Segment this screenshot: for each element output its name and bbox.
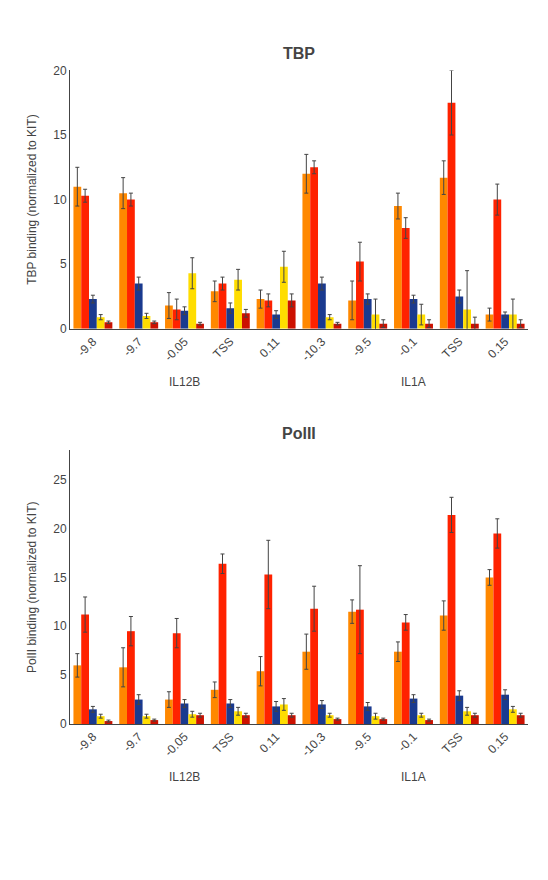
svg-text:PolII binding (normalized to K: PolII binding (normalized to KIT) bbox=[25, 501, 39, 672]
svg-text:20: 20 bbox=[53, 522, 67, 536]
svg-text:0: 0 bbox=[60, 322, 67, 336]
svg-text:5: 5 bbox=[60, 257, 67, 271]
svg-text:20: 20 bbox=[53, 64, 67, 78]
svg-text:TBP: TBP bbox=[283, 45, 315, 62]
svg-text:0.11: 0.11 bbox=[257, 334, 283, 360]
svg-text:-9.7: -9.7 bbox=[121, 730, 146, 755]
svg-text:25: 25 bbox=[53, 473, 67, 487]
svg-text:-9.8: -9.8 bbox=[75, 730, 100, 755]
svg-text:-9.5: -9.5 bbox=[350, 730, 375, 755]
svg-text:TSS: TSS bbox=[439, 730, 465, 756]
svg-text:15: 15 bbox=[53, 571, 67, 585]
svg-text:0.15: 0.15 bbox=[485, 334, 512, 361]
svg-text:PolII: PolII bbox=[282, 425, 316, 442]
svg-text:IL1A: IL1A bbox=[401, 375, 426, 389]
svg-text:-9.8: -9.8 bbox=[75, 334, 100, 359]
svg-text:5: 5 bbox=[60, 668, 67, 682]
svg-text:-9.7: -9.7 bbox=[121, 334, 146, 359]
svg-text:-10.3: -10.3 bbox=[299, 730, 328, 759]
svg-text:-10.3: -10.3 bbox=[299, 334, 328, 363]
svg-text:15: 15 bbox=[53, 128, 67, 142]
svg-text:0.11: 0.11 bbox=[257, 730, 283, 756]
svg-text:TBP binding (normalized to KIT: TBP binding (normalized to KIT) bbox=[25, 114, 39, 285]
svg-text:IL1A: IL1A bbox=[401, 770, 426, 784]
svg-text:-9.5: -9.5 bbox=[350, 334, 375, 359]
svg-text:-0.1: -0.1 bbox=[395, 334, 420, 359]
svg-text:IL12B: IL12B bbox=[169, 770, 200, 784]
svg-text:-0.05: -0.05 bbox=[162, 334, 191, 363]
svg-text:0: 0 bbox=[60, 717, 67, 731]
svg-text:10: 10 bbox=[53, 193, 67, 207]
svg-text:-0.05: -0.05 bbox=[162, 730, 191, 759]
svg-text:10: 10 bbox=[53, 619, 67, 633]
svg-text:TSS: TSS bbox=[210, 730, 236, 756]
svg-text:-0.1: -0.1 bbox=[395, 730, 420, 755]
svg-text:TSS: TSS bbox=[439, 335, 465, 361]
svg-text:0.15: 0.15 bbox=[485, 730, 512, 757]
svg-text:IL12B: IL12B bbox=[169, 375, 200, 389]
svg-text:TSS: TSS bbox=[210, 335, 236, 361]
